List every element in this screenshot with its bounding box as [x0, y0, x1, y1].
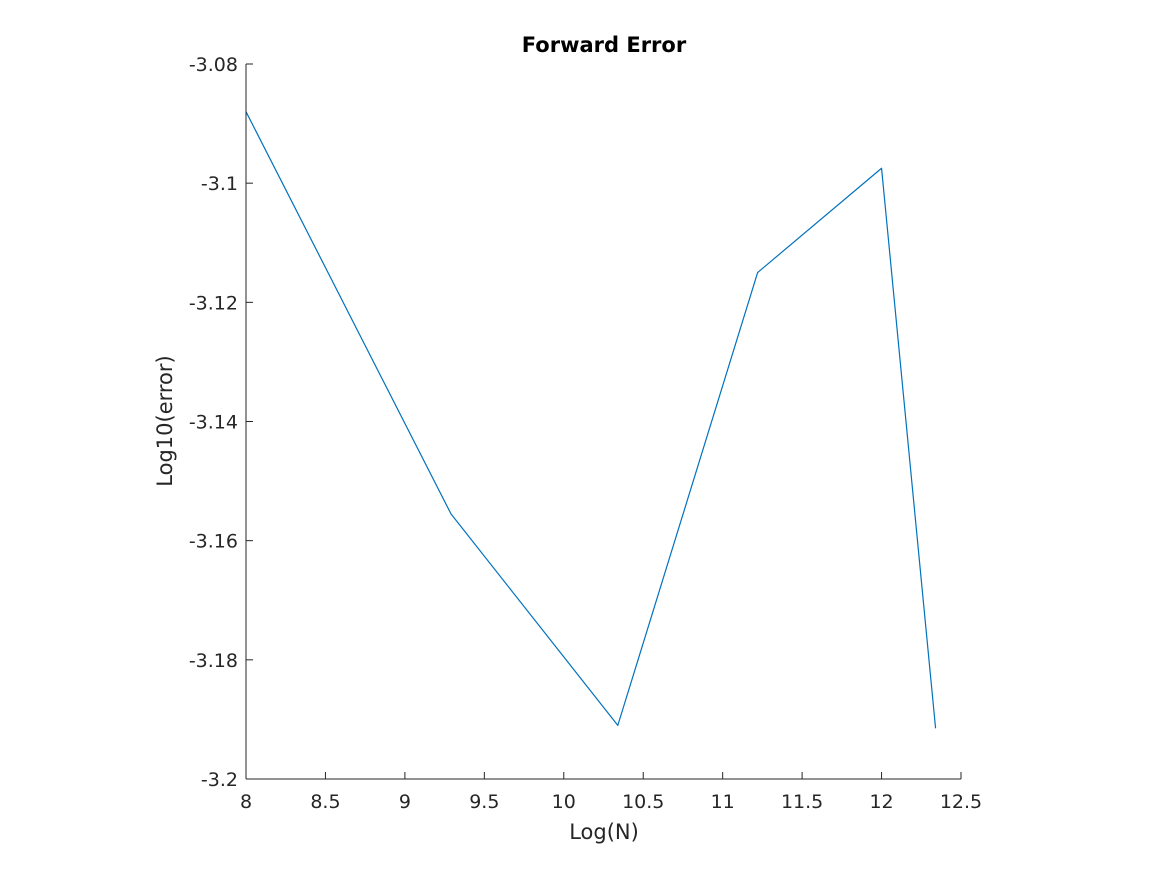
y-axis-label: Log10(error): [153, 355, 177, 486]
x-tick-label: 8: [240, 791, 252, 813]
x-tick-label: 9.5: [469, 791, 499, 813]
y-tick-label: -3.18: [189, 650, 238, 672]
x-tick-label: 9: [399, 791, 411, 813]
y-tick-label: -3.14: [189, 412, 238, 434]
x-axis-label: Log(N): [569, 820, 639, 844]
y-tick-label: -3.16: [189, 531, 238, 553]
plot-area: [245, 111, 937, 729]
ticks: 8 8.5 9 9.5 10 10.5 11 11.5 12 12.5 -3.08 -3.1 -3.12…: [189, 54, 982, 813]
chart-title: Forward Error: [522, 33, 687, 57]
x-tick-label: 10: [552, 791, 576, 813]
y-tick-label: -3.2: [201, 769, 238, 791]
y-tick-label: -3.12: [189, 292, 238, 314]
x-tick-label: 8.5: [310, 791, 340, 813]
x-tick-label: 10.5: [622, 791, 664, 813]
x-tick-label: 12.5: [940, 791, 982, 813]
x-tick-label: 12: [869, 791, 893, 813]
x-tick-label: 11: [711, 791, 735, 813]
y-tick-label: -3.08: [189, 54, 238, 76]
x-tick-label: 11.5: [781, 791, 823, 813]
y-tick-label: -3.1: [201, 173, 238, 195]
series-line: [245, 111, 937, 729]
